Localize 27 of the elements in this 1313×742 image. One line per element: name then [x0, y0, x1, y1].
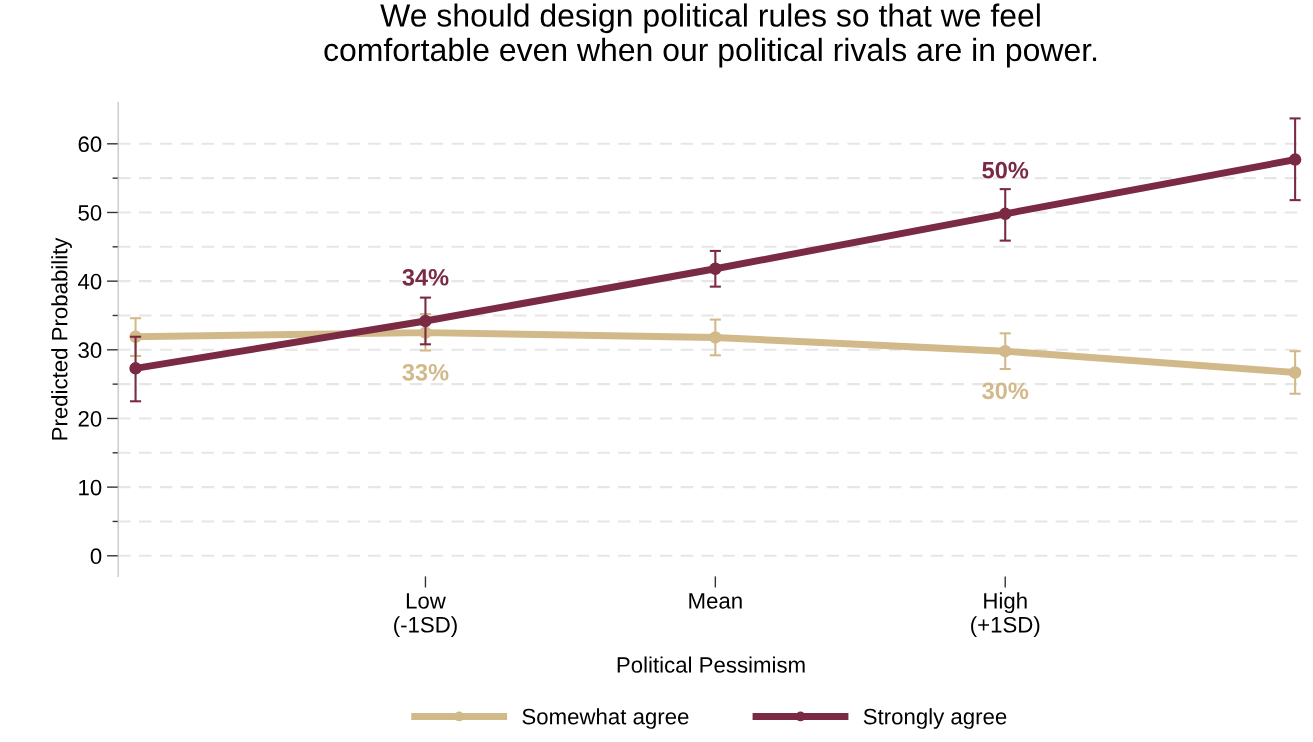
point	[998, 207, 1012, 221]
point	[419, 314, 432, 328]
data-label: 50%	[982, 161, 1029, 179]
data-label: 33%	[402, 363, 449, 381]
legend-label: Somewhat agree	[522, 708, 689, 729]
x-tick-label: High (+1SD)	[971, 592, 1040, 637]
point	[709, 262, 722, 276]
y-tick-label: 30	[78, 342, 102, 359]
y-tick-label: 50	[78, 205, 102, 221]
y-tick-label: 20	[78, 411, 102, 427]
data-label: 34%	[402, 268, 449, 286]
point	[1288, 153, 1302, 166]
y-tick-label: 40	[77, 273, 102, 290]
y-tick-label: 60	[78, 136, 102, 153]
y-tick-label: 0	[90, 548, 102, 565]
x-tick-label: Low (-1SD)	[394, 593, 457, 637]
x-axis-title: Political Pessimism	[617, 656, 805, 673]
chart-title: We should design political rules so that we feel comfortable even when our political rivals are in power.	[324, 3, 1097, 68]
point	[709, 331, 722, 344]
y-tick-label: 10	[79, 479, 102, 496]
point	[1288, 366, 1302, 379]
point	[998, 344, 1012, 358]
legend-label: Strongly agree	[863, 708, 1007, 729]
point	[129, 362, 142, 375]
y-axis-title: Predicted Probability	[51, 237, 72, 440]
x-tick-label: Mean	[689, 593, 742, 609]
data-label: 30%	[982, 382, 1029, 400]
